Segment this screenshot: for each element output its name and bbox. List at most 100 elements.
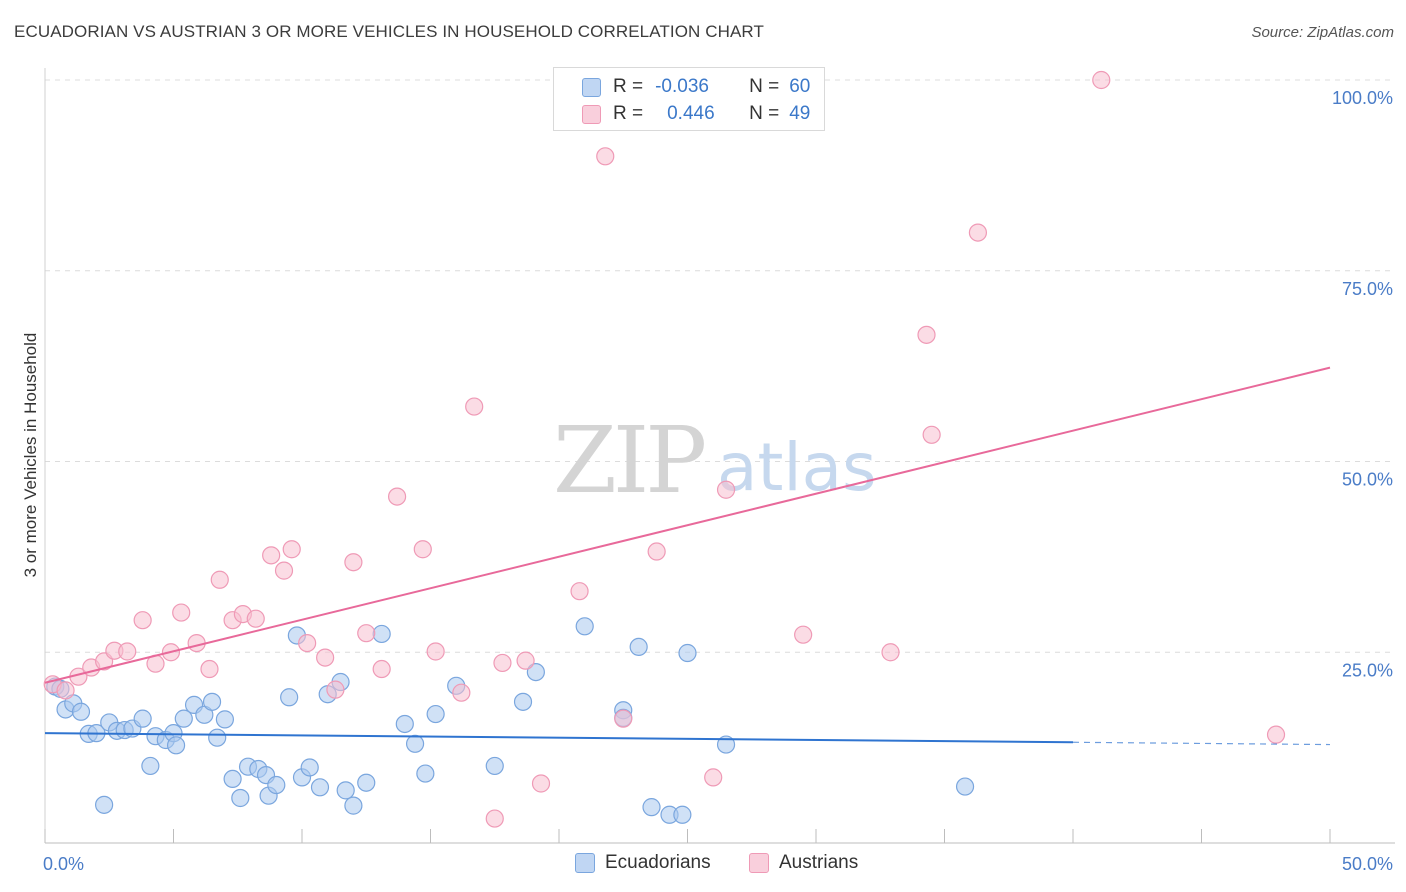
austrian-point — [187, 633, 206, 653]
x-tick-label: 0.0% — [43, 854, 84, 874]
legend-row-ecuadorians: R = -0.036 N = 60 — [554, 73, 810, 101]
austrian-point — [516, 651, 535, 670]
ecuadorian-point — [642, 798, 661, 817]
austrian-point — [326, 680, 345, 699]
ecuadorian-point — [336, 781, 355, 800]
austrian-point — [917, 325, 936, 344]
x-tick-label: 50.0% — [1342, 854, 1393, 874]
austrian-point — [413, 540, 432, 559]
ecuadorian-point — [310, 778, 330, 797]
axes — [44, 68, 1395, 844]
bottom-legend-label: Austrians — [779, 852, 859, 873]
y-tick-label: 50.0% — [1342, 470, 1393, 490]
y-tick-label: 100.0% — [1332, 88, 1393, 108]
austrian-point — [531, 774, 551, 793]
bottom-legend-ecuadorians: Ecuadorians — [575, 852, 711, 874]
austrian-trend-line — [44, 366, 1331, 684]
ecuadorian-point — [673, 805, 692, 824]
bottom-swatch-blue — [575, 853, 595, 873]
source-label: Source: ZipAtlas.com — [1251, 24, 1394, 41]
austrian-point — [118, 642, 137, 661]
austrian-point — [704, 768, 723, 787]
watermark: ZIP atlas — [553, 407, 877, 514]
legend-row-austrians: R = 0.446 N = 49 — [554, 100, 810, 128]
austrian-point — [485, 809, 504, 828]
austrian-point — [172, 603, 191, 622]
austrian-point — [452, 683, 471, 702]
austrian-point — [716, 480, 736, 499]
austrian-point — [56, 681, 75, 700]
austrian-point — [200, 659, 219, 679]
austrian-point — [922, 425, 941, 444]
y-tick-label: 25.0% — [1342, 660, 1393, 680]
legend-r-value: -0.036 — [655, 76, 709, 97]
austrian-point — [647, 542, 666, 561]
ecuadorian-point — [223, 769, 242, 789]
ecuadorian-point — [208, 728, 227, 747]
legend-n-label: N = — [749, 76, 780, 97]
bottom-swatch-pink — [749, 853, 769, 873]
axis-labels: 25.0% 50.0% 75.0% 100.0% 0.0% 50.0% 3 or more … — [21, 88, 1393, 874]
y-axis-label: 3 or more Vehicles in Household — [21, 333, 40, 578]
austrian-point — [465, 397, 484, 416]
ecuadorian-point — [231, 788, 250, 808]
austrian-point — [794, 625, 813, 644]
austrian-point — [133, 611, 152, 630]
y-tick-label: 75.0% — [1342, 279, 1393, 299]
ecuadorian-trend-line-dashed — [1072, 741, 1331, 746]
austrian-point — [357, 624, 376, 643]
austrian-point — [298, 633, 317, 653]
ecuadorian-point — [357, 773, 376, 792]
austrian-point — [493, 653, 512, 673]
ecuadorian-point — [629, 637, 648, 657]
ecuadorian-point — [575, 617, 594, 636]
chart-title: ECUADORIAN VS AUSTRIAN 3 OR MORE VEHICLE… — [14, 22, 764, 41]
ecuadorian-trend-line — [44, 732, 1074, 744]
ecuadorian-point — [395, 714, 414, 734]
ecuadorian-point — [955, 777, 975, 796]
ecuadorian-point — [416, 764, 435, 783]
legend-swatch-pink — [582, 104, 601, 124]
austrian-point — [1266, 725, 1286, 744]
watermark-atlas: atlas — [717, 429, 877, 506]
austrian-point — [210, 570, 229, 589]
legend-n-value: 60 — [789, 76, 811, 97]
austrian-point — [316, 648, 335, 667]
ecuadorian-point — [280, 688, 299, 707]
ecuadorian-point — [372, 624, 391, 644]
ecuadorian-point — [174, 709, 193, 728]
legend-n-label: N = — [749, 103, 780, 124]
austrian-point — [1092, 70, 1111, 90]
ecuadorian-point — [71, 702, 91, 721]
legend-r-label: R = — [613, 76, 644, 97]
austrian-point — [282, 540, 301, 559]
austrian-point — [570, 582, 589, 601]
ecuadorian-point — [300, 758, 319, 777]
austrian-point — [614, 709, 633, 728]
legend-r-label: R = — [613, 103, 644, 124]
bottom-legend-austrians: Austrians — [749, 852, 858, 874]
ecuadorian-point — [95, 795, 114, 814]
ecuadorian-point — [716, 735, 736, 754]
austrian-point — [426, 642, 445, 661]
legend-r-value: 0.446 — [667, 103, 715, 124]
watermark-zip: ZIP — [553, 407, 704, 514]
austrian-point — [372, 659, 391, 679]
austrian-point — [246, 609, 265, 628]
austrian-point — [881, 643, 900, 662]
austrian-point — [274, 561, 294, 580]
gridlines — [45, 79, 1395, 653]
ecuadorian-point — [485, 756, 504, 776]
stats-legend: R = -0.036 N = 60 R = 0.446 N = 49 — [553, 67, 825, 131]
ecuadorian-point — [678, 643, 697, 663]
ecuadorian-point — [405, 734, 425, 753]
ecuadorian-point — [426, 704, 445, 724]
austrian-point — [387, 487, 407, 506]
ecuadorian-point — [133, 709, 152, 728]
austrian-point — [596, 147, 615, 166]
legend-swatch-blue — [582, 77, 601, 97]
ecuadorian-point — [267, 775, 286, 795]
legend-n-value: 49 — [789, 103, 811, 124]
data-points — [43, 70, 1286, 828]
